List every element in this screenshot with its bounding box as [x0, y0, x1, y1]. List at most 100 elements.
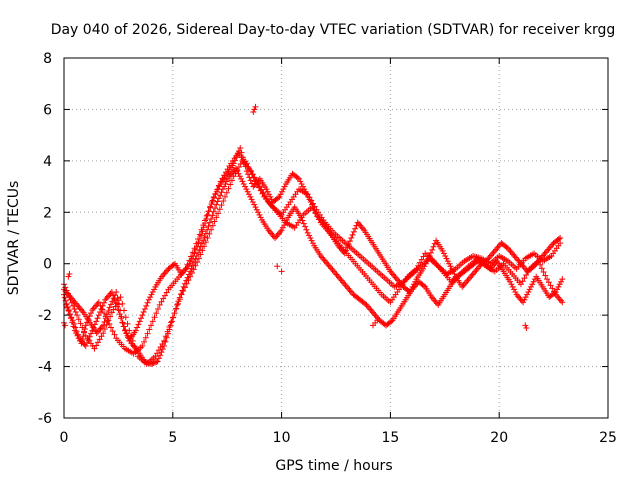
data-point	[211, 193, 218, 200]
data-point	[151, 359, 158, 366]
data-point	[461, 280, 468, 287]
data-point	[326, 263, 333, 270]
data-point	[143, 302, 150, 309]
data-point	[113, 289, 120, 295]
data-point	[272, 235, 279, 241]
data-point	[282, 219, 289, 226]
data-point	[299, 217, 306, 224]
data-point	[262, 192, 269, 199]
data-point	[205, 208, 212, 215]
data-point	[106, 304, 113, 311]
data-point	[91, 345, 98, 352]
data-point	[217, 192, 224, 199]
data-point	[514, 256, 521, 263]
data-point	[251, 106, 258, 113]
data-point	[475, 258, 482, 265]
x-tick-label: 5	[168, 430, 177, 446]
data-point	[149, 318, 156, 325]
data-point	[334, 273, 341, 280]
data-point	[299, 183, 306, 190]
data-point	[75, 316, 82, 323]
data-point	[106, 320, 113, 327]
data-point	[123, 330, 130, 337]
data-point	[187, 268, 194, 275]
data-point	[322, 259, 329, 266]
data-point	[204, 235, 211, 241]
data-point	[556, 281, 563, 288]
data-point	[172, 305, 179, 312]
data-point	[472, 268, 479, 275]
data-point	[201, 233, 208, 240]
data-point	[280, 186, 287, 193]
data-point	[139, 343, 146, 349]
data-point	[525, 289, 532, 295]
data-point	[174, 301, 181, 308]
data-point	[524, 291, 531, 298]
data-point	[232, 165, 239, 172]
data-point	[204, 211, 211, 218]
data-point	[474, 258, 481, 265]
data-point	[549, 285, 556, 292]
data-point	[108, 324, 115, 331]
data-point	[332, 269, 339, 276]
data-point	[103, 321, 110, 328]
data-point	[153, 358, 160, 365]
data-point	[235, 170, 242, 177]
data-point	[153, 310, 160, 317]
data-point	[233, 154, 240, 161]
data-point	[357, 222, 364, 229]
data-point	[119, 319, 126, 326]
data-point	[522, 322, 529, 329]
data-point	[248, 196, 255, 203]
data-point	[559, 276, 566, 283]
data-point	[244, 188, 251, 195]
data-point	[141, 338, 148, 345]
data-point	[161, 292, 168, 299]
data-point	[87, 330, 94, 337]
data-point	[118, 313, 125, 320]
data-point	[362, 300, 369, 307]
data-point	[112, 299, 119, 306]
data-point	[278, 268, 285, 275]
data-point	[148, 322, 155, 329]
data-point	[556, 296, 563, 303]
data-point	[486, 264, 493, 271]
data-point	[101, 318, 108, 325]
data-point	[283, 217, 290, 223]
data-point	[157, 352, 164, 359]
data-point	[306, 232, 313, 239]
data-point	[77, 306, 84, 313]
data-point	[309, 201, 316, 208]
data-point	[209, 197, 216, 204]
data-point	[552, 289, 559, 295]
data-point	[421, 263, 428, 270]
data-point	[111, 292, 118, 299]
data-point	[273, 233, 280, 240]
data-point	[542, 249, 549, 256]
data-point	[241, 158, 248, 165]
data-point	[198, 240, 205, 247]
data-point	[307, 199, 314, 205]
x-tick-label: 20	[490, 430, 508, 446]
data-point	[274, 231, 281, 238]
data-point	[236, 173, 243, 180]
data-point	[74, 301, 81, 308]
data-point	[101, 299, 108, 306]
data-point	[227, 181, 234, 188]
data-point	[74, 312, 81, 319]
data-point	[215, 195, 222, 202]
data-point	[93, 342, 100, 349]
data-point	[276, 193, 283, 200]
data-point	[93, 302, 100, 309]
data-point	[308, 237, 315, 244]
data-point	[354, 219, 361, 226]
data-point	[79, 308, 86, 315]
data-point	[136, 318, 143, 325]
data-point	[90, 305, 97, 312]
data-point	[246, 174, 253, 181]
data-point	[179, 287, 186, 294]
data-point	[546, 244, 553, 251]
data-point	[115, 301, 122, 308]
data-point	[430, 295, 437, 302]
data-point	[199, 247, 206, 254]
